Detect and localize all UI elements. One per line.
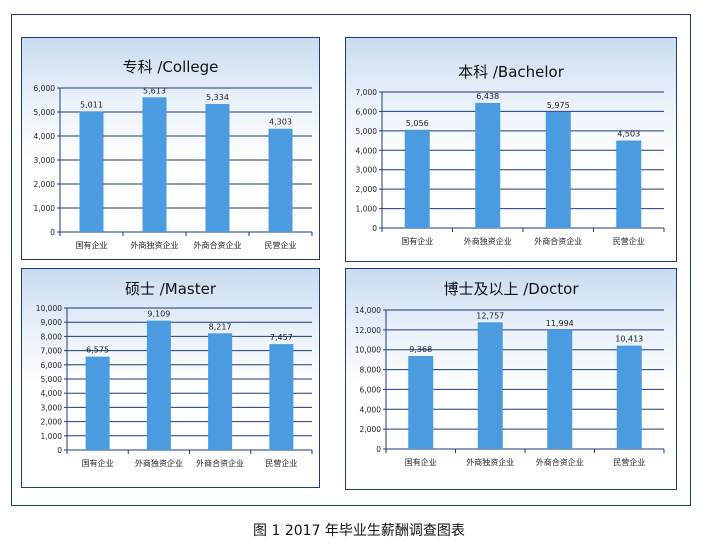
category-label: 民营企业 — [613, 457, 645, 467]
bar — [616, 140, 642, 228]
bar — [408, 355, 434, 449]
y-tick-label: 5,000 — [356, 127, 378, 136]
bar — [547, 329, 573, 449]
chart-plot-doctor: 0 2,000 4,000 6,000 8,000 10,000 12,000 14,000 9… — [355, 306, 665, 467]
y-tick-label: 8,000 — [41, 332, 63, 341]
bar — [404, 129, 430, 228]
data-label: 5,056 — [406, 119, 429, 128]
y-tick-label: 4,000 — [41, 389, 63, 398]
chart-college: 专科 /College 0 1,000 2,000 3,000 4,000 5,000 6,… — [21, 37, 320, 260]
y-tick-label: 1,000 — [356, 205, 378, 214]
y-tick-label: 7,000 — [356, 88, 378, 97]
y-tick-label: 6,000 — [41, 361, 63, 370]
bar — [208, 333, 233, 450]
y-tick-label: 6,000 — [360, 385, 382, 394]
category-label: 国有企业 — [401, 236, 433, 246]
category-label: 民营企业 — [265, 458, 297, 468]
bar — [85, 356, 110, 450]
y-tick-label: 0 — [372, 224, 377, 233]
y-tick-label: 9,000 — [41, 318, 63, 327]
data-label: 5,011 — [80, 101, 103, 110]
y-tick-label: 12,000 — [355, 326, 381, 335]
figure-caption: 图 1 2017 年毕业生薪酬调查图表 — [253, 523, 465, 539]
y-tick-label: 0 — [50, 228, 55, 237]
bar — [205, 103, 230, 232]
category-label: 外商独资企业 — [464, 236, 512, 246]
chart-title: 硕士 /Master — [124, 280, 217, 298]
y-tick-label: 4,000 — [34, 132, 56, 141]
y-tick-label: 1,000 — [41, 432, 63, 441]
chart-title: 专科 /College — [122, 58, 219, 76]
chart-title: 博士及以上 /Doctor — [443, 280, 579, 298]
chart-doctor: 博士及以上 /Doctor 0 2,000 4,000 6,000 8,000 10,00… — [345, 268, 677, 490]
data-label: 5,613 — [143, 86, 166, 95]
category-label: 外商独资企业 — [131, 240, 179, 250]
bar — [146, 320, 171, 450]
category-label: 外商合资企业 — [534, 236, 582, 246]
y-tick-label: 4,000 — [360, 405, 382, 414]
chart-plot-bachelor: 0 1,000 2,000 3,000 4,000 5,000 6,000 7,000 5,05… — [356, 88, 665, 246]
category-label: 国有企业 — [82, 458, 114, 468]
category-label: 国有企业 — [405, 457, 437, 467]
y-tick-label: 5,000 — [41, 375, 63, 384]
y-tick-label: 14,000 — [355, 306, 381, 315]
chart-plot-master: 0 1,000 2,000 3,000 4,000 5,000 6,000 7,000 8,00… — [36, 304, 313, 468]
y-tick-label: 2,000 — [356, 185, 378, 194]
y-tick-label: 8,000 — [360, 366, 382, 375]
chart-master: 硕士 /Master 0 1,000 2,000 3,000 4,000 5,000 6,0… — [21, 268, 320, 488]
data-label: 8,217 — [209, 322, 232, 331]
category-label: 民营企业 — [265, 240, 297, 250]
y-tick-label: 2,000 — [41, 418, 63, 427]
bar — [268, 128, 293, 232]
bar — [616, 345, 642, 449]
chart-plot-college: 0 1,000 2,000 3,000 4,000 5,000 6,000 5,011 国有企业… — [34, 84, 313, 250]
bar — [142, 97, 167, 232]
y-tick-label: 0 — [376, 445, 381, 454]
y-tick-label: 7,000 — [41, 347, 63, 356]
data-label: 4,303 — [269, 118, 292, 127]
data-label: 5,334 — [206, 93, 229, 102]
category-label: 外商独资企业 — [135, 458, 183, 468]
chart-title: 本科 /Bachelor — [458, 63, 564, 81]
data-label: 7,457 — [270, 333, 293, 342]
y-tick-label: 10,000 — [355, 346, 381, 355]
y-tick-label: 10,000 — [36, 304, 62, 313]
data-label: 10,413 — [615, 335, 643, 344]
y-tick-label: 4,000 — [356, 146, 378, 155]
category-label: 外商合资企业 — [194, 240, 242, 250]
y-tick-label: 6,000 — [356, 107, 378, 116]
data-label: 12,757 — [476, 311, 504, 320]
data-label: 5,975 — [547, 101, 570, 110]
y-tick-label: 0 — [57, 446, 62, 455]
y-tick-label: 3,000 — [34, 156, 56, 165]
bar — [477, 322, 503, 449]
y-tick-label: 5,000 — [34, 108, 56, 117]
y-tick-label: 3,000 — [356, 166, 378, 175]
data-label: 11,994 — [546, 319, 574, 328]
y-tick-label: 2,000 — [34, 180, 56, 189]
bar — [269, 344, 294, 450]
category-label: 外商合资企业 — [536, 457, 584, 467]
bar — [475, 102, 501, 228]
y-tick-label: 1,000 — [34, 204, 56, 213]
data-label: 9,109 — [147, 310, 170, 319]
category-label: 民营企业 — [613, 236, 645, 246]
data-label: 4,503 — [617, 130, 640, 139]
data-label: 9,368 — [409, 345, 432, 354]
data-label: 6,575 — [86, 346, 109, 355]
category-label: 外商独资企业 — [466, 457, 514, 467]
bar — [79, 111, 104, 232]
category-label: 外商合资企业 — [196, 458, 244, 468]
y-tick-label: 2,000 — [360, 425, 382, 434]
data-label: 6,438 — [476, 92, 499, 101]
y-tick-label: 3,000 — [41, 403, 63, 412]
category-label: 国有企业 — [76, 240, 108, 250]
y-tick-label: 6,000 — [34, 84, 56, 93]
chart-bachelor: 本科 /Bachelor 0 1,000 2,000 3,000 4,000 5,000 6… — [345, 37, 677, 262]
bar — [545, 111, 571, 228]
